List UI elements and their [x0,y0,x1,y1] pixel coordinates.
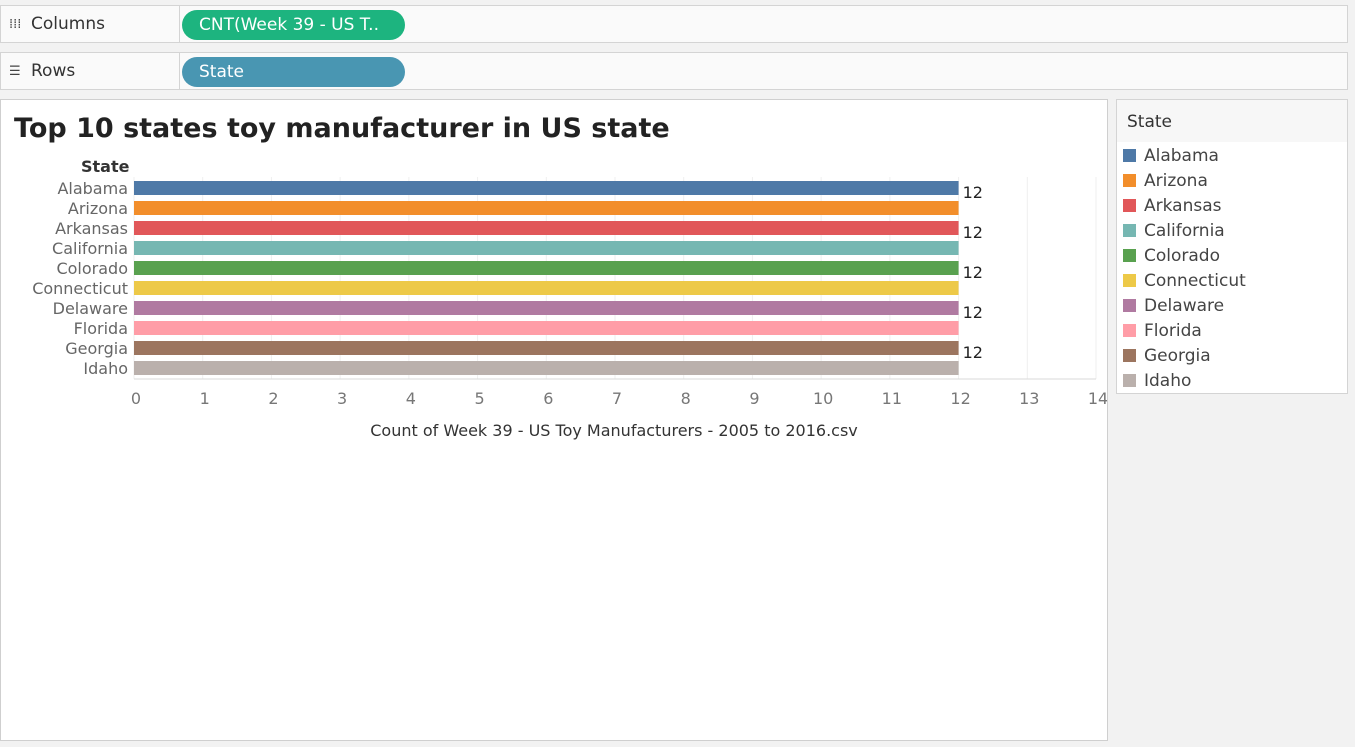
tick-label: 0 [131,389,141,408]
legend-label: Alabama [1144,145,1219,166]
bar[interactable] [134,281,959,295]
legend-swatch [1123,374,1136,387]
legend-item[interactable]: Idaho [1123,368,1191,393]
rows-shelf: ☰ Rows State [0,52,1348,90]
tick-label: 1 [200,389,210,408]
columns-shelf-label: ⁞⁞⁞ Columns [1,6,180,42]
tick-label: 13 [1019,389,1039,408]
legend-item[interactable]: Arkansas [1123,193,1222,218]
columns-icon: ⁞⁞⁞ [9,16,22,32]
tick-label: 11 [882,389,902,408]
rows-label: Rows [31,61,76,81]
legend-swatch [1123,224,1136,237]
legend-item[interactable]: Arizona [1123,168,1208,193]
category-label: Delaware [53,299,128,318]
rows-pill[interactable]: State [182,57,405,87]
legend-label: Arizona [1144,170,1208,191]
tick-label: 8 [681,389,691,408]
data-label: 12 [963,343,983,362]
worksheet-view: Top 10 states toy manufacturer in US sta… [0,99,1108,741]
tick-label: 2 [268,389,278,408]
legend-label: California [1144,220,1225,241]
rows-shelf-label: ☰ Rows [1,53,180,89]
bar[interactable] [134,221,959,235]
bar[interactable] [134,321,959,335]
legend-label: Georgia [1144,345,1211,366]
bar[interactable] [134,241,959,255]
category-label: Idaho [83,359,128,378]
legend-label: Delaware [1144,295,1225,316]
category-label: Georgia [65,339,128,358]
legend-label: Arkansas [1144,195,1222,216]
tick-label: 5 [474,389,484,408]
columns-label: Columns [31,14,105,34]
legend-item[interactable]: Colorado [1123,243,1220,268]
data-label: 12 [963,223,983,242]
row-header: State [81,157,130,176]
legend-swatch [1123,349,1136,362]
data-label: 12 [963,183,983,202]
x-axis-title: Count of Week 39 - US Toy Manufacturers … [370,421,858,440]
tick-label: 10 [813,389,833,408]
category-label: California [52,239,128,258]
tick-label: 9 [749,389,759,408]
bar[interactable] [134,361,959,375]
legend-item[interactable]: California [1123,218,1225,243]
tick-label: 12 [950,389,970,408]
legend-item[interactable]: Georgia [1123,343,1211,368]
data-label: 12 [963,263,983,282]
tick-label: 6 [543,389,553,408]
legend-swatch [1123,299,1136,312]
bar[interactable] [134,201,959,215]
legend-swatch [1123,274,1136,287]
legend-item[interactable]: Connecticut [1123,268,1246,293]
tick-label: 3 [337,389,347,408]
category-label: Arkansas [55,219,128,238]
color-legend: State Alabama Arizona Arkansas California Co… [1116,99,1348,394]
legend-swatch [1123,199,1136,212]
tick-label: 7 [612,389,622,408]
tick-label: 4 [406,389,416,408]
columns-pill[interactable]: CNT(Week 39 - US T.. [182,10,405,40]
category-label: Florida [74,319,128,338]
legend-item[interactable]: Delaware [1123,293,1224,318]
legend-swatch [1123,249,1136,262]
data-label: 12 [963,303,983,322]
bar[interactable] [134,181,959,195]
category-label: Arizona [68,199,128,218]
legend-label: Idaho [1144,370,1192,391]
category-label: Alabama [57,179,128,198]
legend-swatch [1123,174,1136,187]
legend-swatch [1123,149,1136,162]
rows-icon: ☰ [9,63,21,79]
legend-item[interactable]: Florida [1123,318,1202,343]
bar[interactable] [134,261,959,275]
legend-swatch [1123,324,1136,337]
category-label: Connecticut [32,279,128,298]
legend-label: Connecticut [1144,270,1246,291]
legend-title: State [1117,100,1347,142]
sheet-title: Top 10 states toy manufacturer in US sta… [14,113,670,144]
category-label: Colorado [56,259,128,278]
bar[interactable] [134,301,959,315]
legend-label: Colorado [1144,245,1220,266]
legend-label: Florida [1144,320,1202,341]
bar[interactable] [134,341,959,355]
tick-label: 14 [1088,389,1107,408]
legend-item[interactable]: Alabama [1123,143,1219,168]
columns-shelf: ⁞⁞⁞ Columns CNT(Week 39 - US T.. [0,5,1348,43]
